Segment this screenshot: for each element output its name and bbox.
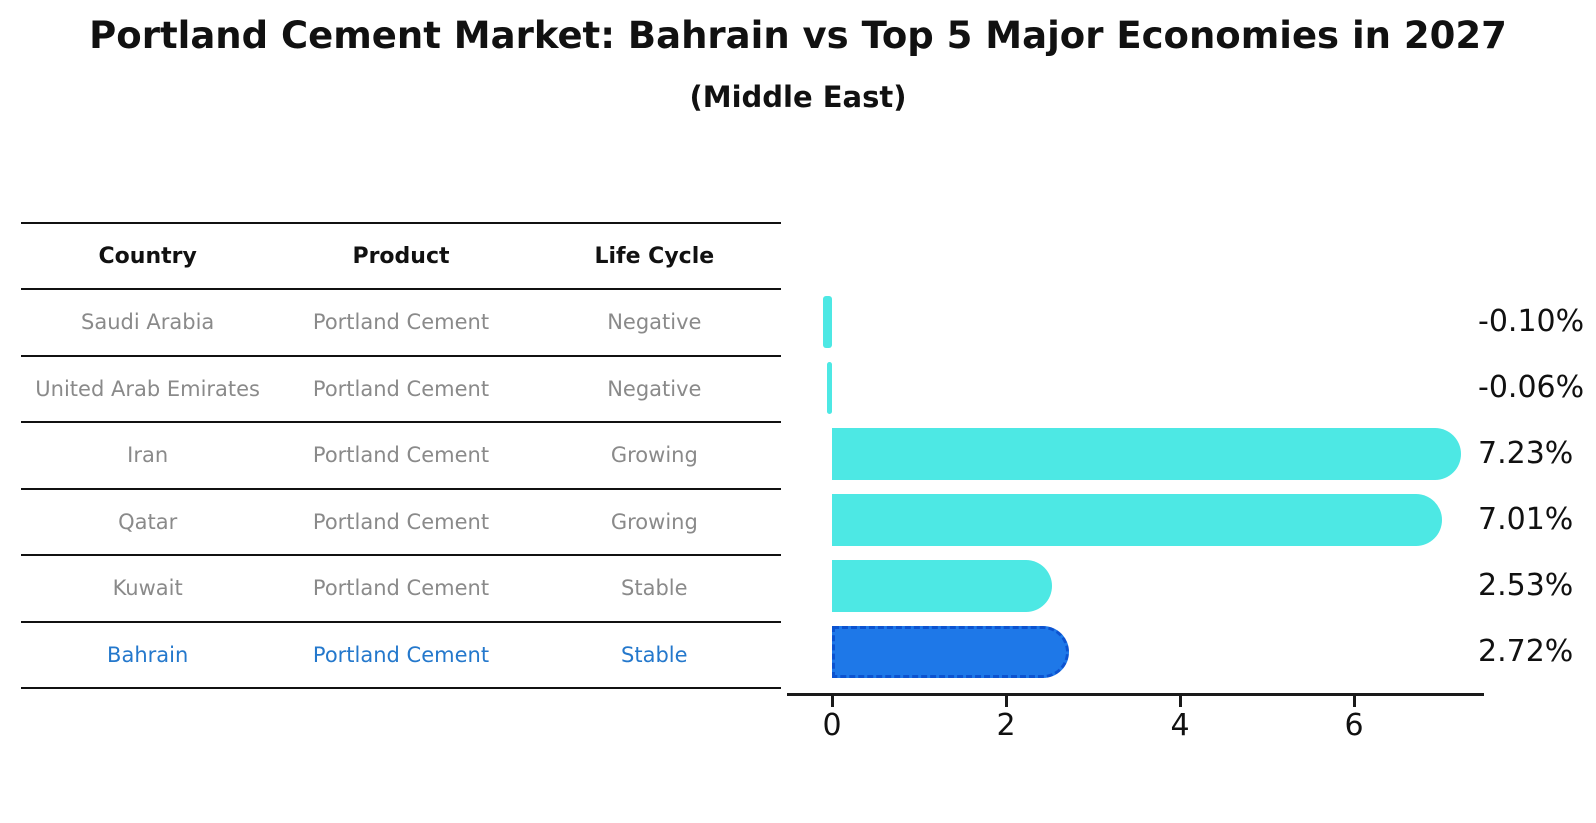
cell-product: Portland Cement bbox=[312, 509, 490, 534]
x-tick-0 bbox=[830, 696, 834, 707]
bar-united-arab-emirates bbox=[826, 362, 832, 414]
page-title: Portland Cement Market: Bahrain vs Top 5… bbox=[89, 14, 1507, 57]
cell-product: Portland Cement bbox=[312, 642, 490, 667]
value-label-united-arab-emirates: -0.06% bbox=[1478, 370, 1585, 405]
cell-product: Portland Cement bbox=[312, 576, 490, 601]
table-row-qatar: Qatar Portland Cement Growing bbox=[21, 490, 781, 556]
bar-kuwait bbox=[832, 560, 1053, 612]
cell-life-cycle: Stable bbox=[621, 642, 688, 667]
x-tick-2 bbox=[1178, 696, 1182, 707]
comparison-table: Country Product Life Cycle Saudi Arabia … bbox=[21, 222, 781, 689]
cell-life-cycle: Stable bbox=[621, 576, 688, 601]
table-header-row: Country Product Life Cycle bbox=[21, 224, 781, 290]
table-row-saudi-arabia: Saudi Arabia Portland Cement Negative bbox=[21, 290, 781, 357]
bar-bahrain bbox=[832, 626, 1069, 678]
table-row-bahrain: Bahrain Portland Cement Stable bbox=[21, 623, 781, 689]
cell-country: United Arab Emirates bbox=[35, 376, 261, 401]
header-country: Country bbox=[98, 243, 197, 269]
header-product: Product bbox=[352, 243, 450, 269]
x-tick-label-2: 4 bbox=[1170, 708, 1190, 743]
cell-life-cycle: Negative bbox=[607, 310, 702, 335]
cell-country: Kuwait bbox=[112, 576, 183, 601]
cell-product: Portland Cement bbox=[312, 376, 490, 401]
x-tick-1 bbox=[1004, 696, 1008, 707]
bar-qatar bbox=[832, 494, 1442, 546]
cell-product: Portland Cement bbox=[312, 310, 490, 335]
cell-life-cycle: Negative bbox=[607, 376, 702, 401]
x-tick-label-0: 0 bbox=[822, 708, 842, 743]
x-axis-line bbox=[786, 693, 1485, 696]
page-subtitle: (Middle East) bbox=[689, 80, 907, 114]
value-label-kuwait: 2.53% bbox=[1478, 568, 1574, 603]
table-row-united-arab-emirates: United Arab Emirates Portland Cement Neg… bbox=[21, 357, 781, 423]
x-tick-3 bbox=[1352, 696, 1356, 707]
bar-iran bbox=[832, 428, 1461, 480]
cell-country: Qatar bbox=[118, 509, 178, 534]
value-label-iran: 7.23% bbox=[1478, 436, 1574, 471]
cell-country: Saudi Arabia bbox=[81, 310, 215, 335]
table-row-iran: Iran Portland Cement Growing bbox=[21, 423, 781, 490]
table-row-kuwait: Kuwait Portland Cement Stable bbox=[21, 556, 781, 623]
cell-country: Bahrain bbox=[107, 642, 189, 667]
cell-product: Portland Cement bbox=[312, 443, 490, 468]
value-label-bahrain: 2.72% bbox=[1478, 634, 1574, 669]
header-life-cycle: Life Cycle bbox=[594, 243, 715, 269]
cell-country: Iran bbox=[127, 443, 169, 468]
value-label-qatar: 7.01% bbox=[1478, 502, 1574, 537]
x-tick-label-1: 2 bbox=[996, 708, 1016, 743]
bar-saudi-arabia bbox=[823, 296, 832, 348]
cell-life-cycle: Growing bbox=[610, 509, 698, 534]
cell-life-cycle: Growing bbox=[610, 443, 698, 468]
value-label-saudi-arabia: -0.10% bbox=[1478, 304, 1585, 339]
x-tick-label-3: 6 bbox=[1344, 708, 1364, 743]
